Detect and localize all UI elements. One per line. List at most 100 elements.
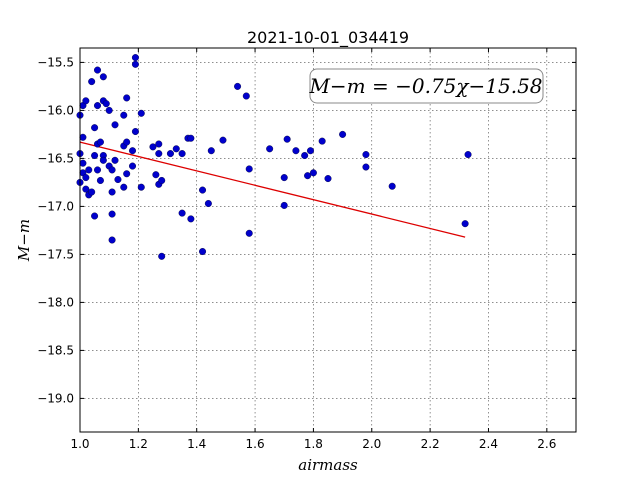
x-tick-label: 1.8 (304, 437, 323, 451)
plot-frame (79, 47, 577, 433)
data-point (306, 147, 314, 155)
data-point (204, 200, 212, 208)
data-point (111, 121, 119, 129)
data-point (362, 163, 370, 171)
data-point (131, 54, 139, 62)
data-point (149, 143, 157, 151)
data-point (96, 176, 104, 184)
data-point (82, 185, 90, 193)
data-point (199, 248, 207, 256)
data-point (155, 140, 163, 148)
fit-line-group (79, 141, 466, 238)
data-point (155, 150, 163, 158)
fit-equation-box: M−m = −0.75χ−15.58 (308, 68, 544, 104)
data-point (339, 130, 347, 138)
data-point (187, 215, 195, 223)
data-point (158, 252, 166, 260)
y-tick-label: −16.0 (37, 103, 74, 117)
fit-equation-frame (309, 68, 544, 104)
data-point (123, 138, 131, 146)
x-tick-label: 2.4 (479, 437, 498, 451)
data-point (242, 92, 250, 100)
data-point (234, 82, 242, 90)
data-point (82, 97, 90, 105)
data-point (120, 183, 128, 191)
y-tick-label: −16.5 (37, 151, 74, 165)
y-tick-label: −19.0 (37, 391, 74, 405)
x-tick-label: 1.4 (187, 437, 206, 451)
data-point (111, 156, 119, 164)
data-point (178, 209, 186, 217)
data-point (129, 147, 137, 155)
x-tick-label: 1.0 (70, 437, 89, 451)
y-tick-label: −17.5 (37, 247, 74, 261)
data-point (464, 151, 472, 159)
data-point (102, 100, 110, 108)
data-point (91, 212, 99, 220)
data-point (178, 150, 186, 158)
data-point (96, 138, 104, 146)
data-point (129, 162, 137, 170)
data-point (461, 220, 469, 228)
fit-line (79, 141, 466, 238)
axis-ticks (79, 48, 576, 432)
y-tick-label: −18.5 (37, 343, 74, 357)
data-point (245, 165, 253, 173)
data-point (88, 188, 96, 196)
data-point (283, 135, 291, 143)
plot-area (80, 48, 576, 432)
data-point (152, 171, 160, 179)
data-point (219, 136, 227, 144)
data-point (318, 137, 326, 145)
data-point (324, 175, 332, 183)
data-point (123, 94, 131, 102)
x-tick-labels: 1.0 1.2 1.4 1.6 1.8 2.0 2.2 2.4 2.6 (70, 437, 556, 451)
data-point (85, 166, 93, 174)
data-point (266, 145, 274, 153)
data-point (172, 145, 180, 153)
data-point (280, 201, 288, 209)
fit-equation-text: M−m = −0.75χ−15.58 (308, 74, 542, 98)
data-point (245, 229, 253, 237)
data-point (388, 182, 396, 190)
data-points (76, 54, 472, 260)
data-point (199, 186, 207, 194)
x-tick-label: 1.2 (129, 437, 148, 451)
data-point (91, 124, 99, 132)
grid (80, 48, 576, 432)
data-point (99, 156, 107, 164)
data-point (99, 73, 107, 81)
data-point (94, 166, 102, 174)
data-point (280, 174, 288, 182)
data-point (114, 176, 122, 184)
data-point (362, 151, 370, 159)
data-point (137, 109, 145, 117)
x-axis-label: airmass (298, 456, 358, 474)
data-point (131, 60, 139, 68)
data-point (158, 176, 166, 184)
data-point (94, 66, 102, 74)
data-point (88, 78, 96, 86)
x-tick-label: 2.6 (537, 437, 556, 451)
y-axis-label: M−m (15, 219, 33, 262)
data-point (187, 134, 195, 142)
data-point (120, 111, 128, 119)
x-tick-label: 2.2 (421, 437, 440, 451)
data-point (105, 106, 113, 114)
data-point (137, 183, 145, 191)
data-point (301, 152, 309, 160)
data-point (94, 102, 102, 110)
x-tick-label: 2.0 (362, 437, 381, 451)
data-point (79, 159, 87, 167)
y-tick-label: −17.0 (37, 199, 74, 213)
y-tick-label: −15.5 (37, 55, 74, 69)
data-point (131, 128, 139, 136)
y-tick-label: −18.0 (37, 295, 74, 309)
data-point (304, 172, 312, 180)
y-tick-labels: −15.5 −16.0 −16.5 −17.0 −17.5 −18.0 −18.5 −19.0 (37, 55, 74, 405)
data-point (79, 133, 87, 141)
data-point (207, 147, 215, 155)
x-tick-label: 1.6 (246, 437, 265, 451)
data-point (292, 147, 300, 155)
